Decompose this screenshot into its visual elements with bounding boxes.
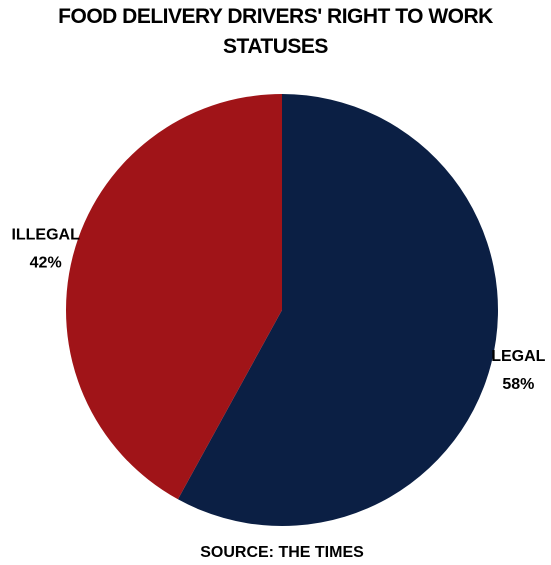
slice-label: LEGAL [491, 348, 545, 365]
value-label: 42% [30, 255, 62, 272]
source: SOURCE: THE TIMES [200, 544, 364, 561]
value-label: 58% [502, 376, 534, 393]
slice-label: ILLEGAL [11, 227, 80, 244]
pie-slice [177, 94, 498, 526]
pie-slice [65, 94, 283, 500]
chart-title: FOOD DELIVERY DRIVERS' RIGHT TO WORK STA… [58, 5, 493, 58]
